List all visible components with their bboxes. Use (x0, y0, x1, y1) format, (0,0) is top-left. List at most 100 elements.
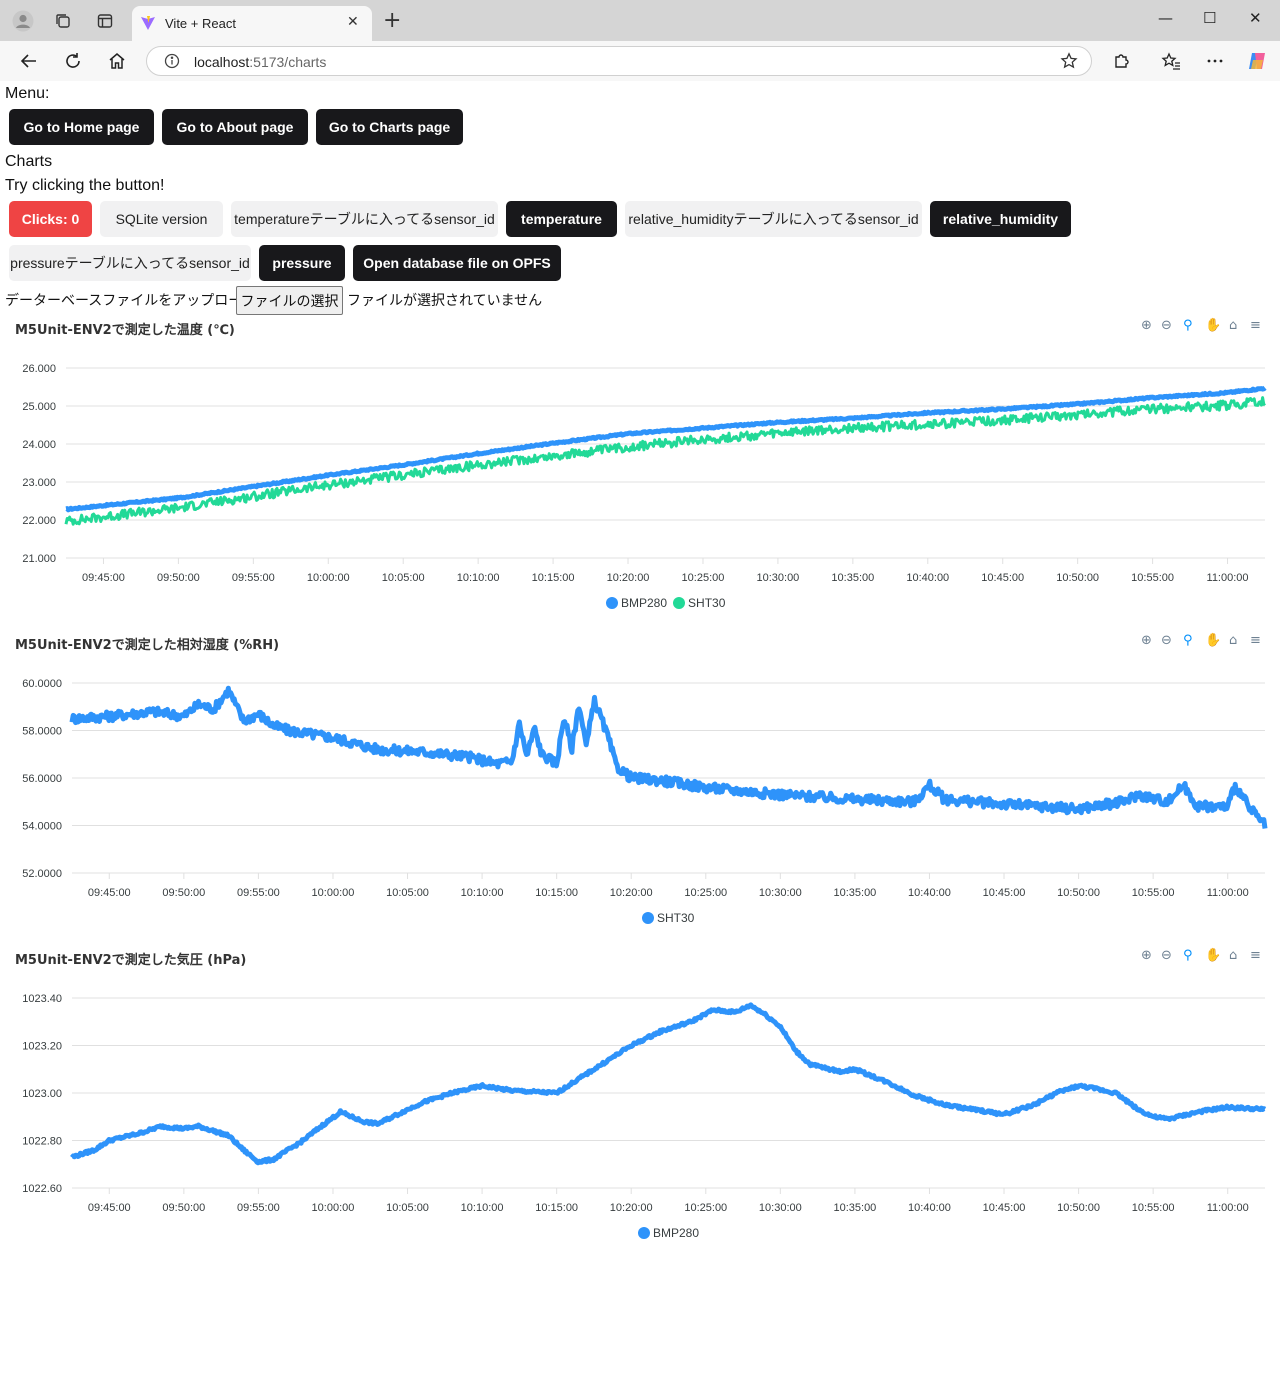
x-tick-label: 10:00:00 (307, 572, 350, 584)
go-home-button[interactable]: Go to Home page (9, 109, 154, 145)
x-tick-label: 10:40:00 (906, 572, 949, 584)
y-tick-label: 54.0000 (22, 821, 62, 833)
reset-home-icon[interactable]: ⌂ (1229, 633, 1238, 648)
legend-label: SHT30 (657, 911, 695, 925)
zoom-in-icon[interactable]: ⊕ (1141, 318, 1152, 333)
chart-menu-icon[interactable]: ≡ (1250, 318, 1261, 333)
browser-tab-bar: Vite + React ✕ + — ☐ ✕ (0, 0, 1280, 41)
series-line-bmp280 (64, 385, 1267, 513)
x-tick-label: 09:50:00 (162, 887, 205, 899)
y-tick-label: 58.0000 (22, 726, 62, 738)
zoom-selection-icon[interactable]: ⚲ (1183, 633, 1193, 648)
x-tick-label: 09:50:00 (162, 1202, 205, 1214)
y-tick-label: 1022.60 (22, 1183, 62, 1195)
vite-logo-icon (140, 15, 156, 35)
x-tick-label: 10:55:00 (1132, 1202, 1175, 1214)
favorites-icon[interactable] (1157, 47, 1185, 75)
home-icon[interactable] (103, 47, 131, 75)
legend-item[interactable]: SHT30 (642, 911, 694, 925)
pan-icon[interactable]: ✋ (1205, 633, 1222, 648)
zoom-in-icon[interactable]: ⊕ (1141, 948, 1152, 963)
minimize-icon[interactable]: — (1158, 9, 1173, 27)
site-info-icon[interactable] (164, 53, 180, 73)
copilot-icon[interactable] (1243, 47, 1271, 75)
zoom-out-icon[interactable]: ⊖ (1161, 318, 1172, 333)
x-tick-label: 10:00:00 (312, 887, 355, 899)
x-tick-label: 10:50:00 (1056, 572, 1099, 584)
chart-title: M5Unit-ENV2で測定した相対湿度 (%RH) (15, 638, 280, 653)
extensions-icon[interactable] (1108, 47, 1136, 75)
window-close-icon[interactable]: ✕ (1249, 9, 1262, 27)
chart-toolbar: ⊕ ⊖ ⚲ ✋ ⌂ ≡ (1141, 319, 1266, 335)
x-tick-label: 11:00:00 (1207, 887, 1249, 899)
legend-item[interactable]: BMP280 (606, 596, 667, 610)
temperature-sensor-id-button[interactable]: temperatureテーブルに入ってるsensor_id (231, 201, 498, 237)
chart-title: M5Unit-ENV2で測定した気圧 (hPa) (15, 953, 247, 968)
more-menu-icon[interactable] (1201, 47, 1229, 75)
tab-close-icon[interactable]: ✕ (347, 14, 359, 30)
x-tick-label: 10:35:00 (831, 572, 874, 584)
legend-label: SHT30 (688, 596, 726, 610)
tab-actions-icon[interactable] (91, 7, 119, 35)
zoom-out-icon[interactable]: ⊖ (1161, 633, 1172, 648)
temperature-button[interactable]: temperature (506, 201, 617, 237)
profile-icon[interactable] (9, 7, 37, 35)
y-tick-label: 26.000 (22, 363, 56, 375)
pan-icon[interactable]: ✋ (1205, 318, 1222, 333)
go-charts-button[interactable]: Go to Charts page (316, 109, 463, 145)
zoom-in-icon[interactable]: ⊕ (1141, 633, 1152, 648)
y-tick-label: 21.000 (22, 553, 56, 565)
reload-icon[interactable] (59, 47, 87, 75)
y-tick-label: 23.000 (22, 477, 56, 489)
x-tick-label: 10:10:00 (461, 1202, 504, 1214)
open-opfs-button[interactable]: Open database file on OPFS (353, 245, 561, 281)
file-choose-button[interactable]: ファイルの選択 (236, 286, 343, 315)
reset-home-icon[interactable]: ⌂ (1229, 948, 1238, 963)
chart-menu-icon[interactable]: ≡ (1250, 948, 1261, 963)
legend-item[interactable]: BMP280 (638, 1226, 699, 1240)
url-host: localhost (194, 54, 250, 70)
legend-label: BMP280 (621, 596, 668, 610)
new-tab-icon[interactable]: + (383, 8, 402, 33)
x-tick-label: 10:10:00 (457, 572, 500, 584)
y-tick-label: 56.0000 (22, 773, 62, 785)
temperature-chart-svg: 26.000 25.000 24.000 23.000 22.000 21.000 09:4… (22, 363, 1267, 584)
zoom-selection-icon[interactable]: ⚲ (1183, 948, 1193, 963)
pressure-chart: M5Unit-ENV2で測定した気圧 (hPa) ⊕ ⊖ ⚲ ✋ ⌂ ≡ 1023.40 1… (0, 949, 1280, 1249)
chart-toolbar: ⊕ ⊖ ⚲ ✋ ⌂ ≡ (1141, 634, 1266, 650)
relative-humidity-button[interactable]: relative_humidity (930, 201, 1071, 237)
workspaces-icon[interactable] (49, 7, 77, 35)
y-tick-label: 1022.80 (22, 1136, 62, 1148)
address-bar-row: localhost:5173/charts (0, 41, 1280, 81)
upload-label: データーベースファイルをアップロードする (5, 293, 285, 309)
back-icon[interactable] (15, 47, 43, 75)
zoom-selection-icon[interactable]: ⚲ (1183, 318, 1193, 333)
pressure-sensor-id-button[interactable]: pressureテーブルに入ってるsensor_id (9, 245, 251, 281)
tab-active[interactable]: Vite + React ✕ (132, 6, 372, 41)
clicks-counter-button[interactable]: Clicks: 0 (9, 201, 92, 237)
y-tick-label: 24.000 (22, 439, 56, 451)
series-line-sht30 (69, 685, 1268, 829)
humidity-sensor-id-button[interactable]: relative_humidityテーブルに入ってるsensor_id (625, 201, 922, 237)
pressure-button[interactable]: pressure (259, 245, 345, 281)
favorite-star-icon[interactable] (1060, 52, 1078, 74)
y-tick-label: 1023.00 (22, 1088, 62, 1100)
pan-icon[interactable]: ✋ (1205, 948, 1222, 963)
maximize-icon[interactable]: ☐ (1203, 9, 1217, 27)
x-tick-label: 10:35:00 (833, 887, 876, 899)
page-content: Menu: Go to Home page Go to About page G… (0, 81, 1280, 1392)
y-tick-label: 52.0000 (22, 868, 62, 880)
reset-home-icon[interactable]: ⌂ (1229, 318, 1238, 333)
go-about-button[interactable]: Go to About page (162, 109, 308, 145)
chart-legend: SHT30 (642, 910, 700, 926)
sqlite-version-button[interactable]: SQLite version (100, 201, 223, 237)
x-tick-label: 09:45:00 (88, 887, 131, 899)
legend-marker (638, 1227, 650, 1239)
url-bar[interactable]: localhost:5173/charts (146, 46, 1092, 76)
x-tick-label: 10:30:00 (759, 1202, 802, 1214)
chart-toolbar: ⊕ ⊖ ⚲ ✋ ⌂ ≡ (1141, 949, 1266, 965)
zoom-out-icon[interactable]: ⊖ (1161, 948, 1172, 963)
chart-menu-icon[interactable]: ≡ (1250, 633, 1261, 648)
legend-item[interactable]: SHT30 (673, 596, 725, 610)
x-tick-label: 09:50:00 (157, 572, 200, 584)
